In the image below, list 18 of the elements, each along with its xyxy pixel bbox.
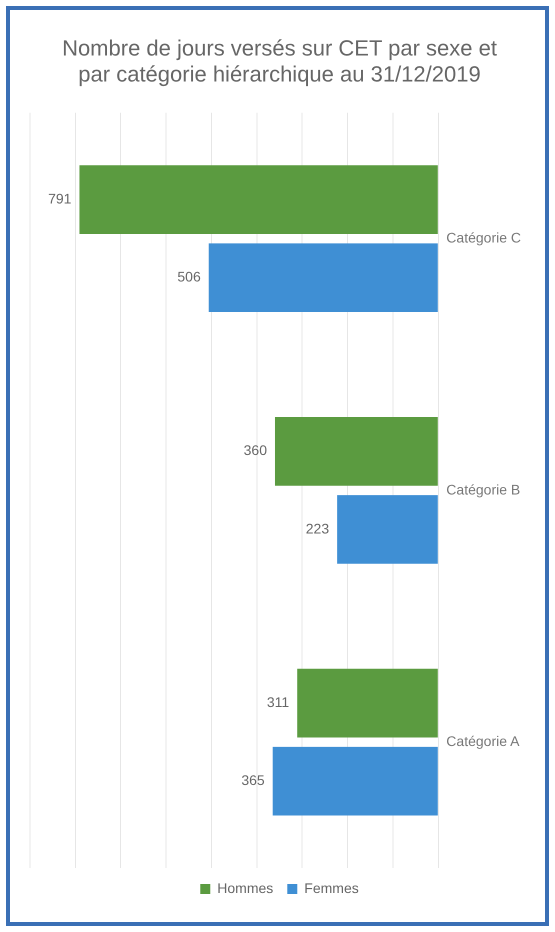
y-tick-label: Catégorie B (446, 481, 520, 498)
legend-label: Femmes (304, 880, 359, 896)
data-label: 791 (48, 190, 72, 207)
data-label: 360 (244, 442, 268, 458)
y-tick-label: Catégorie C (446, 230, 521, 246)
y-tick-label: Catégorie A (446, 732, 520, 749)
data-label: 506 (177, 268, 201, 285)
bar (208, 243, 438, 312)
data-label: 223 (306, 520, 330, 536)
bar (337, 495, 438, 564)
bar (79, 165, 438, 234)
bar (297, 668, 438, 738)
bar (272, 746, 438, 816)
data-label: 311 (266, 694, 290, 710)
chart-title: Nombre de jours versés sur CET par sexe et par catégorie hiérarchique au 31/12/2019 (62, 35, 497, 87)
data-label: 365 (241, 772, 265, 788)
bar (274, 417, 438, 486)
legend-label: Hommes (217, 880, 274, 896)
